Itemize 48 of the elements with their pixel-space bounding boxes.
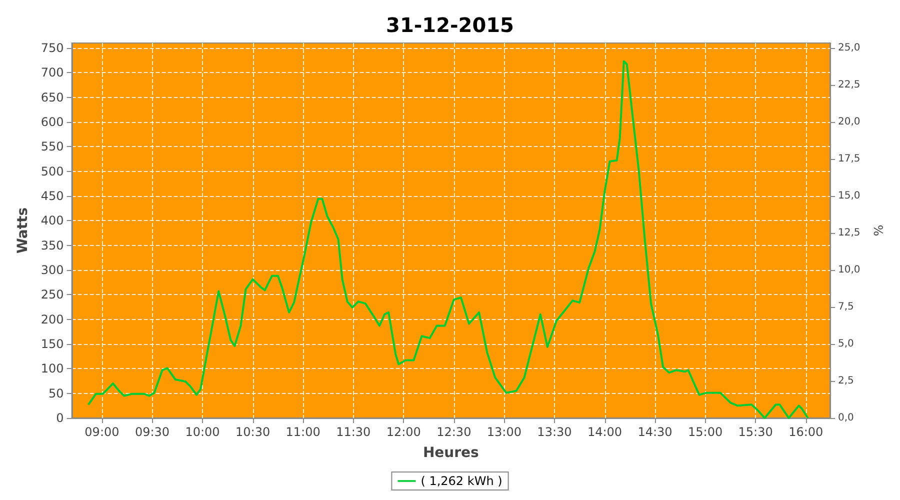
y2-tick-label: 0,0 [838,412,854,424]
y2-tick-label: 20,0 [838,116,860,128]
x-tick-label: 12:30 [436,425,472,439]
x-tick-label: 09:30 [134,425,170,439]
y-tick-label: 700 [40,66,64,80]
y2-tick-label: 17,5 [838,153,860,164]
x-tick-label: 14:30 [638,425,672,439]
y2-tick-label: 5,0 [838,338,854,350]
x-tick-label: 16:00 [788,425,824,439]
y-tick-label: 600 [40,114,64,129]
y2-axis-title: % [871,224,885,236]
y-tick-label: 100 [40,362,64,376]
x-tick-label: 11:00 [286,425,320,439]
y-tick-label: 650 [40,90,64,104]
x-tick-label: 15:30 [738,425,773,439]
y-tick-label: 150 [40,336,64,351]
y-tick-label: 550 [40,140,64,154]
y-tick-label: 250 [40,288,64,302]
y-tick-label: 300 [40,262,64,277]
y-tick-label: 200 [40,312,64,326]
x-tick-label: 09:00 [84,425,120,439]
x-tick-label: 10:00 [185,425,220,439]
y2-tick-label: 12,5 [838,227,860,238]
y-tick-label: 750 [40,40,64,55]
legend-label: ( 1,262 kWh ) [420,474,502,488]
y2-tick-label: 25,0 [838,42,860,54]
y-tick-label: 400 [40,214,64,228]
y2-tick-label: 15,0 [838,190,860,202]
x-tick-label: 13:30 [537,425,572,439]
y2-tick-label: 22,5 [838,79,860,90]
y2-tick-label: 10,0 [838,264,860,276]
x-tick-label: 11:30 [336,425,371,439]
y-tick-label: 450 [40,188,64,203]
x-tick-label: 10:30 [236,425,270,439]
y-tick-label: 50 [48,386,64,400]
y2-tick-label: 2,5 [838,375,854,386]
x-tick-label: 13:00 [486,425,522,439]
y-tick-label: 0 [56,411,64,425]
chart-title: 31-12-2015 [386,13,514,37]
x-axis-title: Heures [422,445,479,461]
x-tick-label: 14:00 [587,425,622,439]
y-tick-label: 350 [40,238,64,252]
y-axis-title: Watts [15,207,31,254]
y-tick-label: 500 [40,164,64,178]
x-tick-label: 15:00 [688,425,723,439]
y2-tick-label: 7,5 [838,301,854,312]
line-series [87,60,809,419]
x-tick-label: 12:00 [386,425,421,439]
